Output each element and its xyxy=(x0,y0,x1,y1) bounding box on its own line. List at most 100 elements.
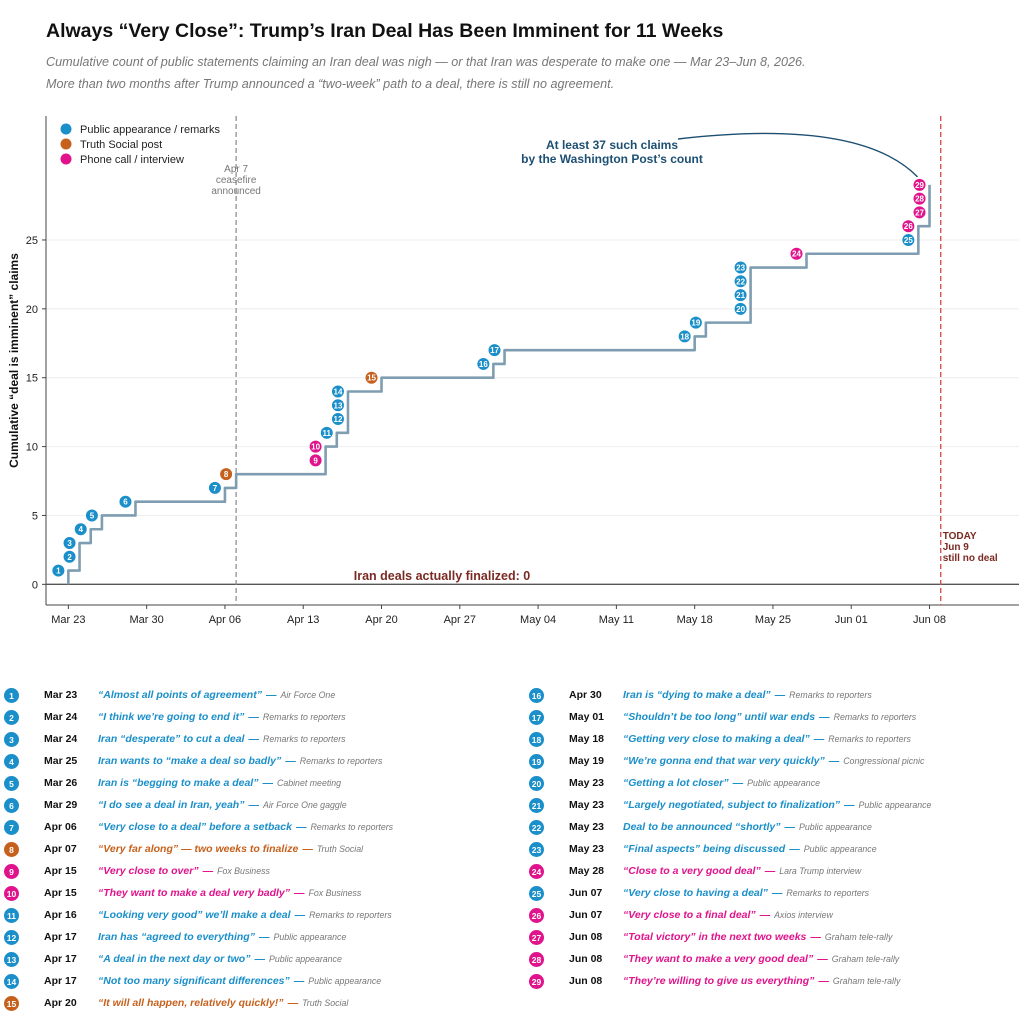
claim-marker-number: 20 xyxy=(736,305,745,314)
claim-list-date: May 01 xyxy=(569,711,605,723)
x-tick-label: May 11 xyxy=(599,614,634,626)
claim-list-number: 19 xyxy=(529,754,544,769)
claim-list-item: 2 Mar 24 “I think we’re going to end it” — R… xyxy=(4,708,499,728)
claim-list-item: 4 Mar 25 Iran wants to “make a deal so bad… xyxy=(4,752,499,772)
claim-list-item: 3 Mar 24 Iran “desperate” to cut a deal — Re… xyxy=(4,730,499,750)
claim-marker xyxy=(62,536,77,551)
claim-list-date: Jun 07 xyxy=(569,887,603,899)
claim-list-number: 6 xyxy=(4,798,19,813)
claim-list-date: Jun 08 xyxy=(569,953,603,965)
claim-marker xyxy=(733,301,748,316)
claim-list-item: 21 May 23 “Largely negotiated, subject to … xyxy=(529,796,1024,816)
claim-marker-number: 26 xyxy=(904,222,913,231)
claim-list-date: Mar 25 xyxy=(44,755,78,767)
claim-list-quote: “Total victory” in the next two weeks — Gr… xyxy=(623,931,893,943)
claim-marker-number: 3 xyxy=(67,539,72,548)
claim-marker xyxy=(308,453,323,468)
claim-list-item: 9 Apr 15 “Very close to over” — Fox Business xyxy=(4,862,499,882)
claim-list-item: 7 Apr 06 “Very close to a deal” before a s… xyxy=(4,818,499,838)
claim-list-quote: “Very close to a deal” before a setback —… xyxy=(98,821,394,833)
claim-list-number: 3 xyxy=(4,732,19,747)
claim-list-number: 22 xyxy=(529,820,544,835)
claim-marker xyxy=(901,232,916,247)
claim-list-item: 11 Apr 16 “Looking very good” we’ll make a… xyxy=(4,906,499,926)
claim-marker xyxy=(476,356,491,371)
claim-list-number: 10 xyxy=(4,886,19,901)
claim-list-item: 22 May 23 Deal to be announced “shortly” — P… xyxy=(529,818,1024,838)
today-label: still no deal xyxy=(943,553,998,564)
claim-list-date: May 23 xyxy=(569,843,605,855)
x-tick-label: Apr 27 xyxy=(444,614,476,626)
claim-list-date: Mar 23 xyxy=(44,689,78,701)
legend-entry: Phone call / interview xyxy=(80,154,184,166)
claim-list-source: Graham tele-rally xyxy=(824,932,893,942)
claim-marker xyxy=(207,480,222,495)
claim-list-quote: “Looking very good” we’ll make a deal — Re… xyxy=(98,909,392,921)
legend-entry: Public appearance / remarks xyxy=(80,124,221,136)
claim-marker-number: 16 xyxy=(479,360,488,369)
claim-list-quote: “Getting very close to making a deal” — Re… xyxy=(623,733,911,745)
claim-list-number: 2 xyxy=(4,710,19,725)
claim-marker-number: 7 xyxy=(213,484,218,493)
claim-list-date: Apr 30 xyxy=(569,689,602,701)
ceasefire-label: Apr 7 xyxy=(224,164,248,175)
claim-list-date: May 23 xyxy=(569,777,605,789)
x-tick-label: May 25 xyxy=(755,614,791,626)
today-label: TODAY xyxy=(943,531,977,542)
claim-list-item: 25 Jun 07 “Very close to having a deal” — Re… xyxy=(529,884,1024,904)
claim-marker-number: 21 xyxy=(736,291,745,300)
claim-list-number: 26 xyxy=(529,908,544,923)
chart-title: Always “Very Close”: Trump’s Iran Deal H… xyxy=(46,20,724,42)
ceasefire-label: ceasefire xyxy=(216,175,257,186)
legend-entry: Truth Social post xyxy=(80,139,162,151)
claim-list-item: 27 Jun 08 “Total victory” in the next two … xyxy=(529,928,1024,948)
claim-marker-number: 6 xyxy=(123,498,128,507)
claim-list-source: Remarks to reporters xyxy=(786,888,870,898)
claim-list-date: Apr 06 xyxy=(44,821,77,833)
claim-list-number: 21 xyxy=(529,798,544,813)
claim-list-number: 12 xyxy=(4,930,19,945)
claim-marker-number: 23 xyxy=(736,264,745,273)
claim-list-date: Mar 24 xyxy=(44,733,78,745)
claim-list-quote: “They want to make a deal very badly” — Fo… xyxy=(98,887,362,899)
claim-list-number: 11 xyxy=(4,908,19,923)
claim-list-date: May 18 xyxy=(569,733,605,745)
x-tick-label: Jun 08 xyxy=(913,614,946,626)
claim-marker-number: 19 xyxy=(691,319,700,328)
claim-list-item: 19 May 19 “We’re gonna end that war very q… xyxy=(529,752,1024,772)
claim-marker xyxy=(84,508,99,523)
claim-list-item: 24 May 28 “Close to a very good deal” — Lara… xyxy=(529,862,1024,882)
claim-list-quote: Iran wants to “make a deal so badly” — Rem… xyxy=(98,755,383,767)
claim-list-quote: “I think we’re going to end it” — Remarks … xyxy=(98,711,346,723)
claim-list-quote: “We’re gonna end that war very quickly” —… xyxy=(623,755,925,767)
claim-marker xyxy=(677,329,692,344)
count-annotation-arrow xyxy=(677,132,919,178)
claim-marker-number: 4 xyxy=(79,525,84,534)
x-tick-label: Apr 13 xyxy=(287,614,319,626)
claim-list-number: 27 xyxy=(529,930,544,945)
claim-marker xyxy=(73,522,88,537)
claim-list-quote: “A deal in the next day or two” — Public a… xyxy=(98,953,342,965)
claim-list-number: 8 xyxy=(4,842,19,857)
claim-list-item: 12 Apr 17 Iran has “agreed to everything” —… xyxy=(4,928,499,948)
claim-marker-number: 2 xyxy=(67,553,72,562)
claim-list-number: 14 xyxy=(4,974,19,989)
claim-marker xyxy=(912,177,927,192)
claim-marker xyxy=(912,191,927,206)
claim-list-date: May 19 xyxy=(569,755,605,767)
claim-list-source: Axios interview xyxy=(774,910,833,920)
cumulative-step-line xyxy=(67,184,931,585)
claim-marker xyxy=(51,563,66,578)
legend-swatch xyxy=(60,138,72,150)
x-tick-label: Apr 20 xyxy=(365,614,397,626)
x-tick-label: May 04 xyxy=(520,614,556,626)
claim-list-number: 15 xyxy=(4,996,19,1011)
chart-subtitle-2: More than two months after Trump announc… xyxy=(46,77,615,91)
claim-list-source: Remarks to reporters xyxy=(262,712,346,722)
claim-list-source: Fox Business xyxy=(308,888,362,898)
claim-list-quote: “They’re willing to give us everything” —… xyxy=(623,975,901,987)
claim-marker-number: 12 xyxy=(334,415,343,424)
y-tick-label: 0 xyxy=(32,579,38,591)
claim-list-item: 17 May 01 “Shouldn’t be too long” until wa… xyxy=(529,708,1024,728)
